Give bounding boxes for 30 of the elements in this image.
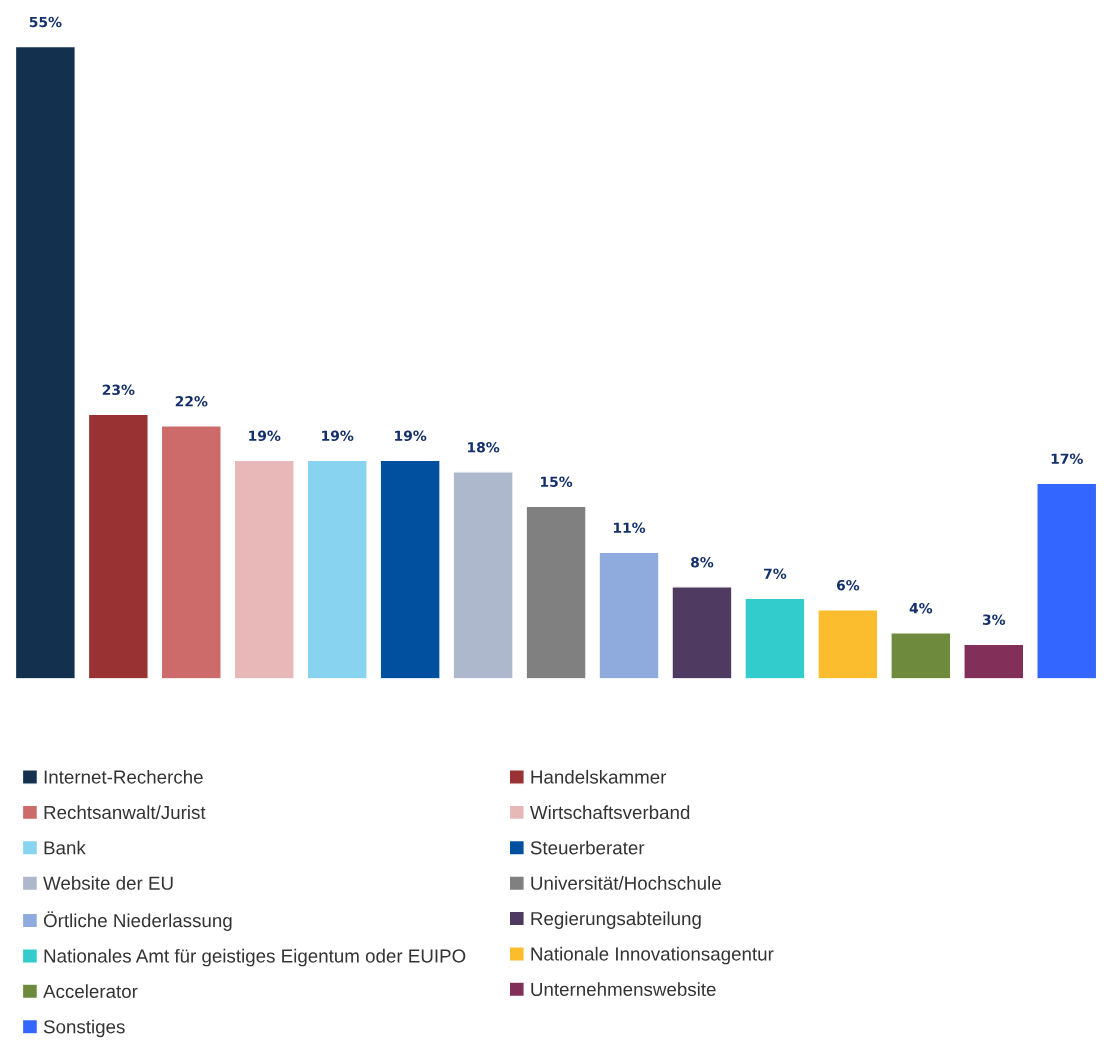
data-label: 17% bbox=[1051, 453, 1083, 465]
legend-label: Rechtsanwalt/Jurist bbox=[44, 805, 206, 820]
data-label: 11% bbox=[613, 522, 646, 533]
legend-label: Unternehmenswebsite bbox=[531, 982, 716, 997]
data-label: 22% bbox=[175, 396, 208, 407]
data-label: 19% bbox=[249, 430, 281, 442]
data-label: 15% bbox=[541, 476, 573, 487]
data-label: 6% bbox=[836, 579, 860, 591]
data-label: 19% bbox=[395, 430, 427, 442]
data-label: 8% bbox=[691, 556, 714, 568]
legend-label: Örtliche Niederlassung bbox=[43, 911, 232, 931]
legend-label: Nationale Innovationsagentur bbox=[531, 946, 774, 965]
legend-label: Bank bbox=[44, 840, 86, 855]
data-label: 55% bbox=[29, 16, 62, 28]
legend-label: Internet-Recherche bbox=[44, 769, 203, 784]
legend-label: Sonstiges bbox=[43, 1019, 125, 1038]
data-label: 4% bbox=[909, 602, 933, 614]
legend-label: Steuerberater bbox=[530, 840, 645, 855]
legend-label: Handelskammer bbox=[531, 769, 667, 784]
legend-label: Regierungsabteilung bbox=[531, 911, 701, 929]
data-label: 18% bbox=[468, 442, 500, 453]
legend-label: Nationales Amt für geistiges Eigentum oder EUIPO bbox=[44, 948, 466, 967]
legend-label: Universität/Hochschule bbox=[531, 876, 721, 890]
data-label: 3% bbox=[982, 614, 1006, 625]
data-label: 19% bbox=[322, 430, 354, 442]
legend-label: Accelerator bbox=[43, 984, 138, 999]
legend-label: Wirtschaftsverband bbox=[529, 805, 690, 820]
data-label: 7% bbox=[764, 568, 787, 579]
legend-label: Website der EU bbox=[43, 876, 173, 890]
data-label: 23% bbox=[102, 384, 135, 396]
